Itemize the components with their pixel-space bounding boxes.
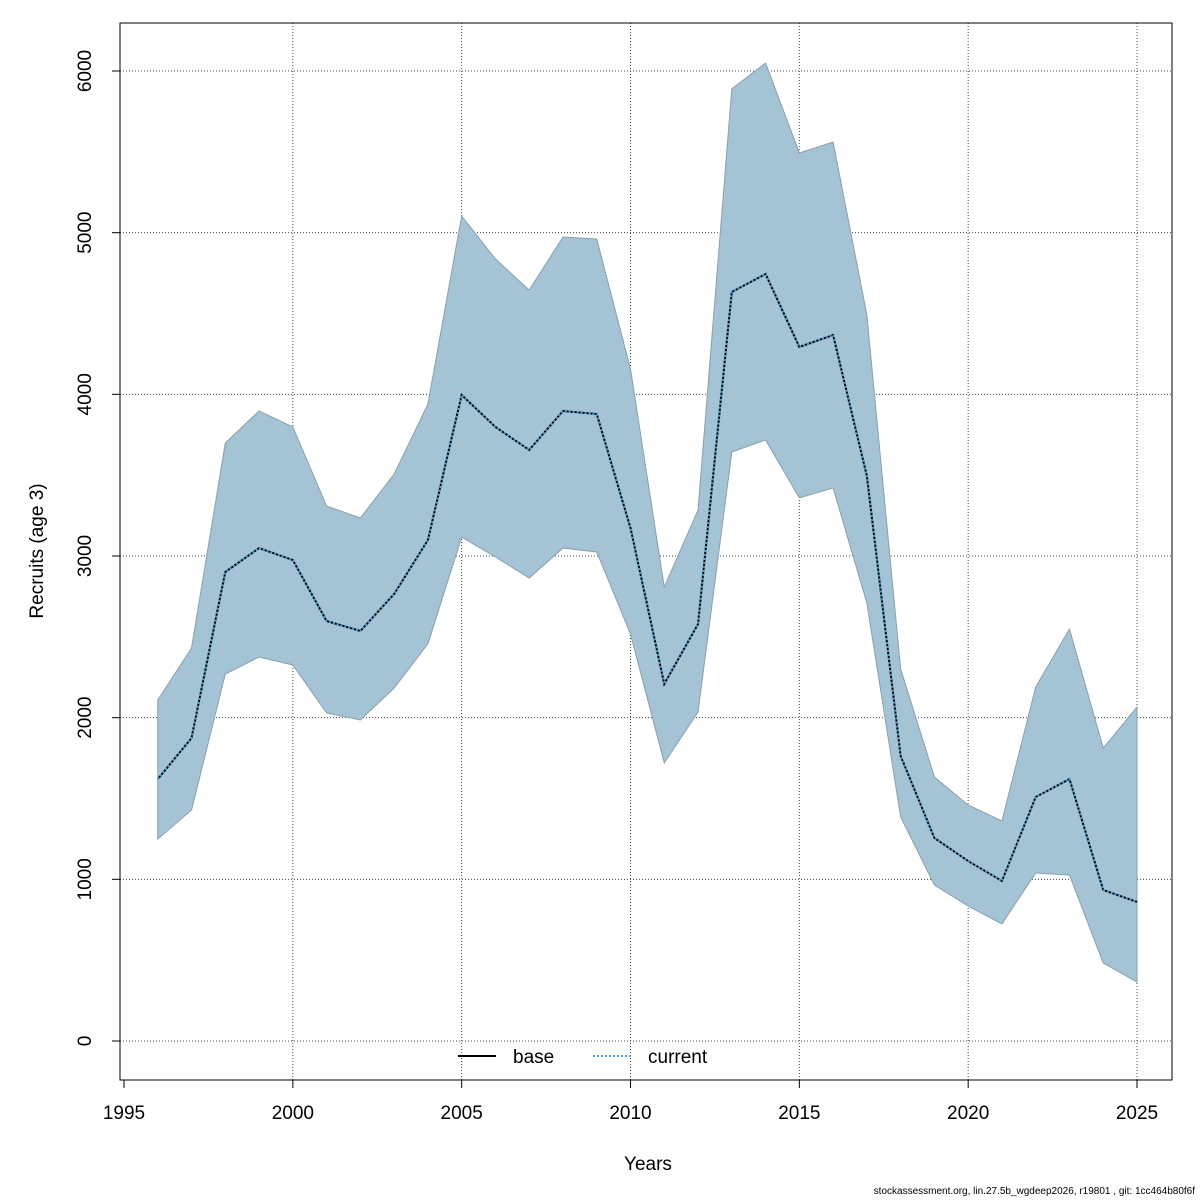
legend-current-label: current <box>648 1047 708 1068</box>
series-lines <box>156 272 1138 903</box>
y-tick-label: 3000 <box>75 535 96 577</box>
x-tick-label: 2010 <box>609 1103 651 1124</box>
x-tick-label: 2025 <box>1116 1103 1158 1124</box>
series-line-current <box>156 272 1138 903</box>
footer-credit: stockassessment.org, lin.27.5b_wgdeep202… <box>874 1186 1196 1197</box>
y-tick-label: 4000 <box>75 373 96 415</box>
y-tick-label: 1000 <box>75 858 96 900</box>
y-axis: 0 1000 2000 3000 4000 5000 6000 <box>75 50 120 1046</box>
legend: base current <box>458 1047 708 1068</box>
x-tick-label: 2020 <box>947 1103 989 1124</box>
confidence-band <box>157 62 1138 983</box>
legend-base-label: base <box>513 1047 554 1068</box>
x-axis-label: Years <box>624 1154 672 1175</box>
y-tick-label: 5000 <box>75 212 96 254</box>
y-tick-label: 6000 <box>75 50 96 92</box>
x-tick-label: 2000 <box>272 1103 314 1124</box>
x-axis: 1995 2000 2005 2010 2015 2020 2025 <box>103 1079 1158 1124</box>
y-tick-label: 0 <box>75 1036 96 1047</box>
y-tick-label: 2000 <box>75 697 96 739</box>
x-tick-label: 1995 <box>103 1103 145 1124</box>
x-tick-label: 2015 <box>778 1103 820 1124</box>
y-axis-label: Recruits (age 3) <box>27 483 48 618</box>
x-tick-label: 2005 <box>441 1103 483 1124</box>
